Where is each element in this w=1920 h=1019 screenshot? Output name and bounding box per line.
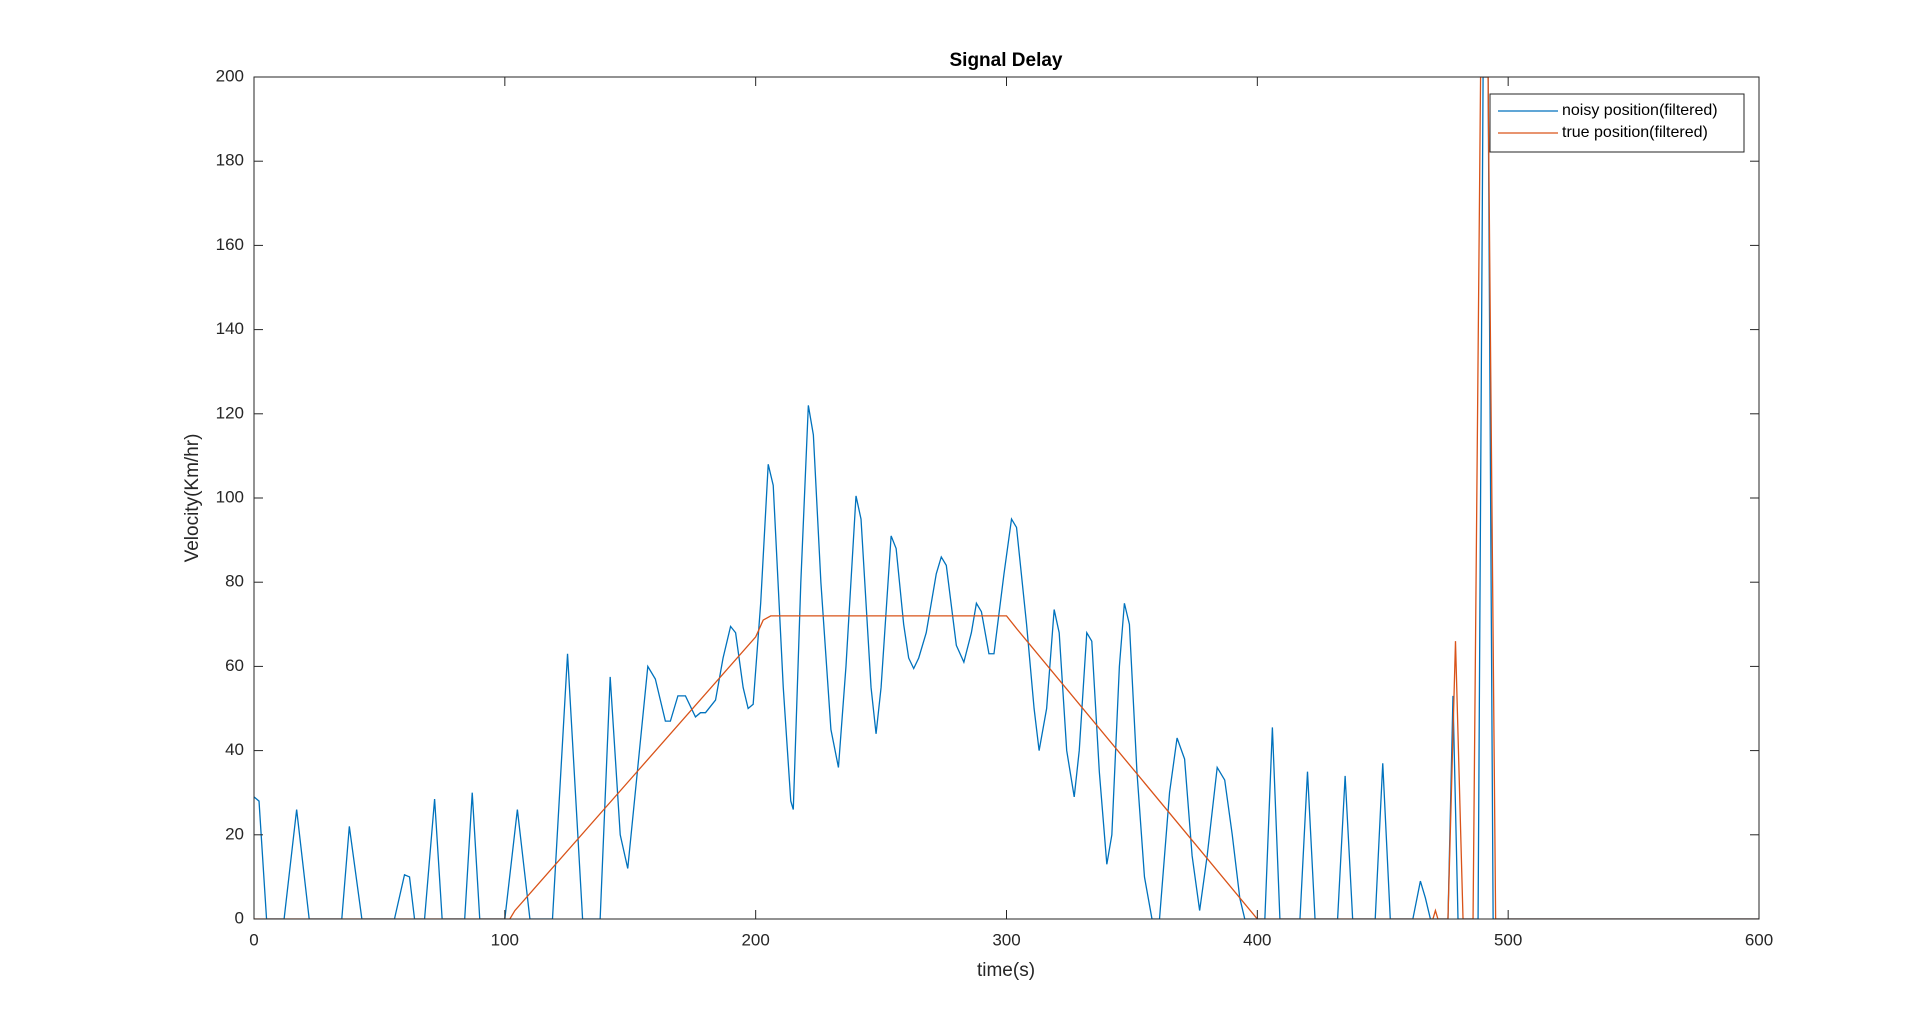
legend-box: [1489, 93, 1745, 153]
legend-label: true position(filtered): [1562, 124, 1708, 141]
y-tick-label: 160: [216, 235, 244, 254]
y-tick-label: 80: [225, 572, 244, 591]
x-tick-label: 500: [1494, 930, 1522, 949]
x-tick-label: 0: [249, 930, 258, 949]
plot-area: [254, 77, 1759, 919]
y-tick-label: 180: [216, 151, 244, 170]
series-line: [254, 77, 1759, 919]
series-line: [254, 77, 1759, 919]
y-tick-label: 140: [216, 319, 244, 338]
y-tick-label: 100: [216, 487, 244, 506]
legend-label: noisy position(filtered): [1562, 102, 1718, 119]
x-tick-label: 200: [741, 930, 769, 949]
x-tick-label: 100: [491, 930, 519, 949]
chart-title: Signal Delay: [950, 50, 1063, 71]
x-axis-label: time(s): [977, 960, 1035, 981]
y-tick-label: 0: [235, 908, 244, 927]
axes-box: [253, 76, 1760, 920]
y-tick-label: 120: [216, 403, 244, 422]
x-tick-label: 600: [1745, 930, 1773, 949]
y-tick-label: 200: [216, 66, 244, 85]
x-tick-label: 400: [1243, 930, 1271, 949]
x-tick-label: 300: [992, 930, 1020, 949]
y-tick-label: 20: [225, 824, 244, 843]
y-tick-label: 60: [225, 656, 244, 675]
y-axis-label: Velocity(Km/hr): [182, 434, 203, 563]
y-tick-label: 40: [225, 740, 244, 759]
